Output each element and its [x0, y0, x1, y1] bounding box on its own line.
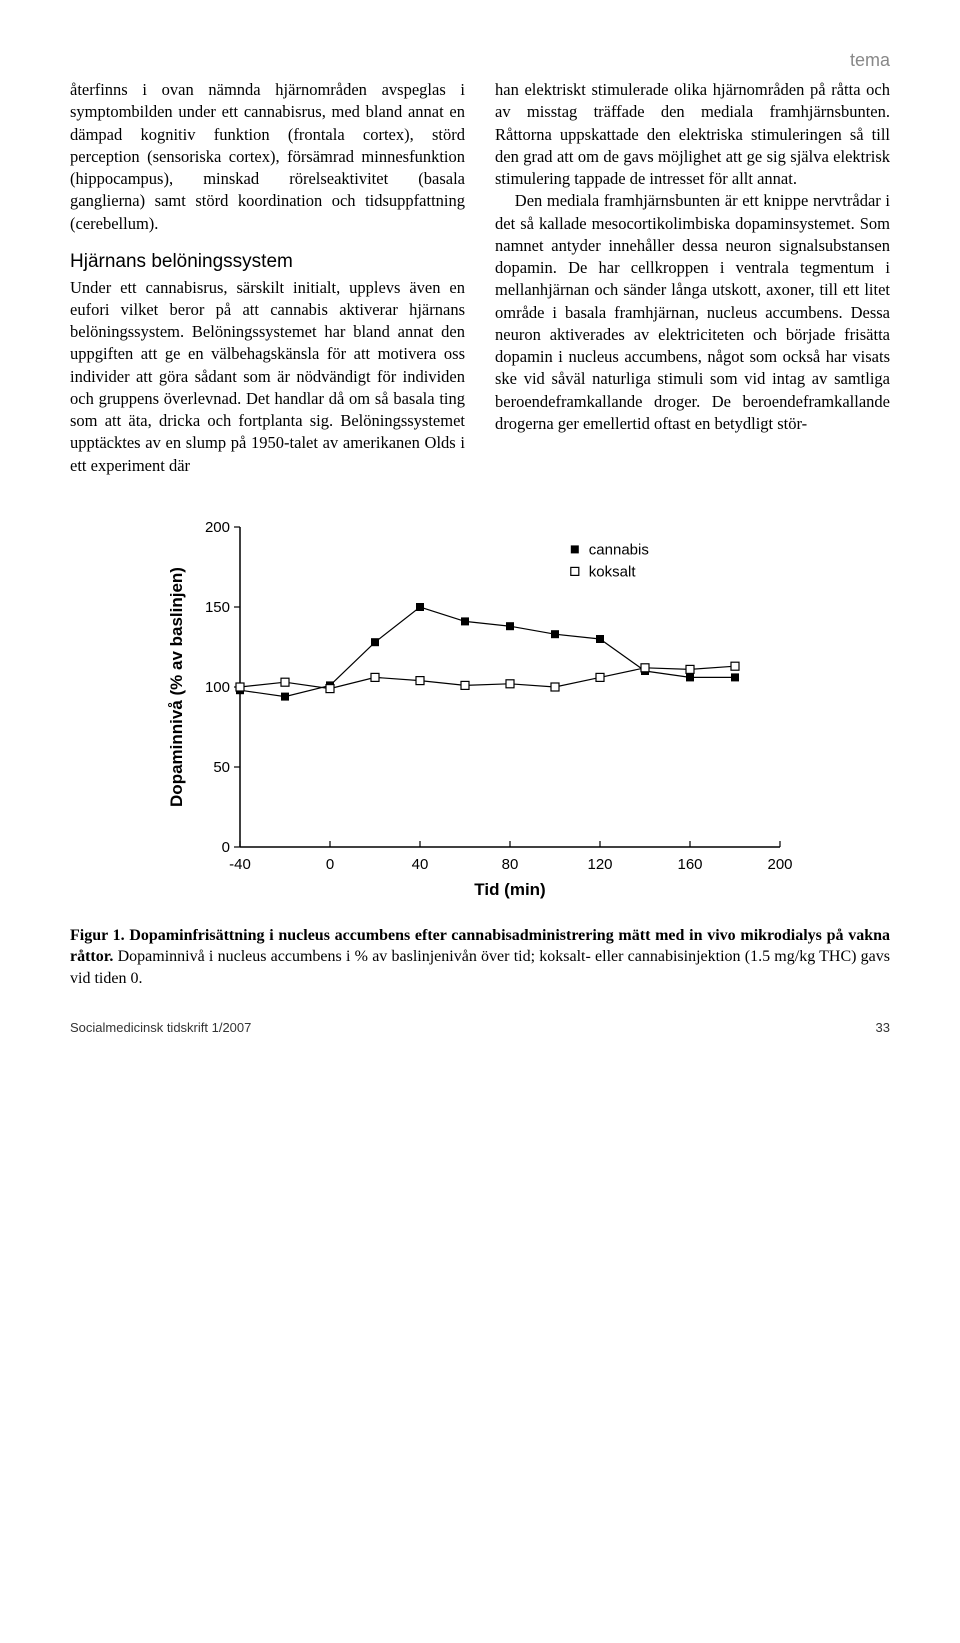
- figure-caption: Figur 1. Dopaminfrisättning i nucleus ac…: [70, 925, 890, 990]
- body-paragraph: han elektriskt stimulerade olika hjärnom…: [495, 79, 890, 190]
- svg-text:0: 0: [326, 856, 334, 873]
- svg-text:200: 200: [205, 519, 230, 536]
- svg-text:200: 200: [767, 856, 792, 873]
- svg-text:-40: -40: [229, 856, 251, 873]
- svg-text:50: 50: [213, 759, 230, 776]
- svg-text:cannabis: cannabis: [589, 541, 649, 558]
- body-columns: återfinns i ovan nämnda hjärnområden avs…: [70, 79, 890, 477]
- svg-text:160: 160: [677, 856, 702, 873]
- right-column: han elektriskt stimulerade olika hjärnom…: [495, 79, 890, 477]
- footer-journal: Socialmedicinsk tidskrift 1/2007: [70, 1020, 251, 1035]
- body-paragraph: Den mediala framhjärnsbunten är ett knip…: [495, 190, 890, 435]
- svg-text:0: 0: [222, 839, 230, 856]
- svg-text:100: 100: [205, 679, 230, 696]
- page-footer: Socialmedicinsk tidskrift 1/2007 33: [70, 1020, 890, 1035]
- left-column: återfinns i ovan nämnda hjärnområden avs…: [70, 79, 465, 477]
- footer-page-number: 33: [876, 1020, 890, 1035]
- svg-text:40: 40: [412, 856, 429, 873]
- caption-rest: Dopaminnivå i nucleus accumbens i % av b…: [70, 948, 890, 987]
- subheading: Hjärnans belöningssystem: [70, 249, 465, 275]
- section-label: tema: [70, 50, 890, 71]
- svg-text:150: 150: [205, 599, 230, 616]
- line-chart: 050100150200-4004080120160200Tid (min)Do…: [160, 507, 800, 907]
- svg-text:80: 80: [502, 856, 519, 873]
- body-paragraph: återfinns i ovan nämnda hjärnområden avs…: [70, 79, 465, 235]
- body-paragraph: Under ett cannabisrus, särskilt initialt…: [70, 277, 465, 477]
- chart-container: 050100150200-4004080120160200Tid (min)Do…: [70, 507, 890, 907]
- svg-text:Tid (min): Tid (min): [474, 880, 545, 899]
- svg-text:Dopaminnivå (% av baslinjen): Dopaminnivå (% av baslinjen): [167, 567, 186, 807]
- svg-text:120: 120: [587, 856, 612, 873]
- svg-text:koksalt: koksalt: [589, 563, 637, 580]
